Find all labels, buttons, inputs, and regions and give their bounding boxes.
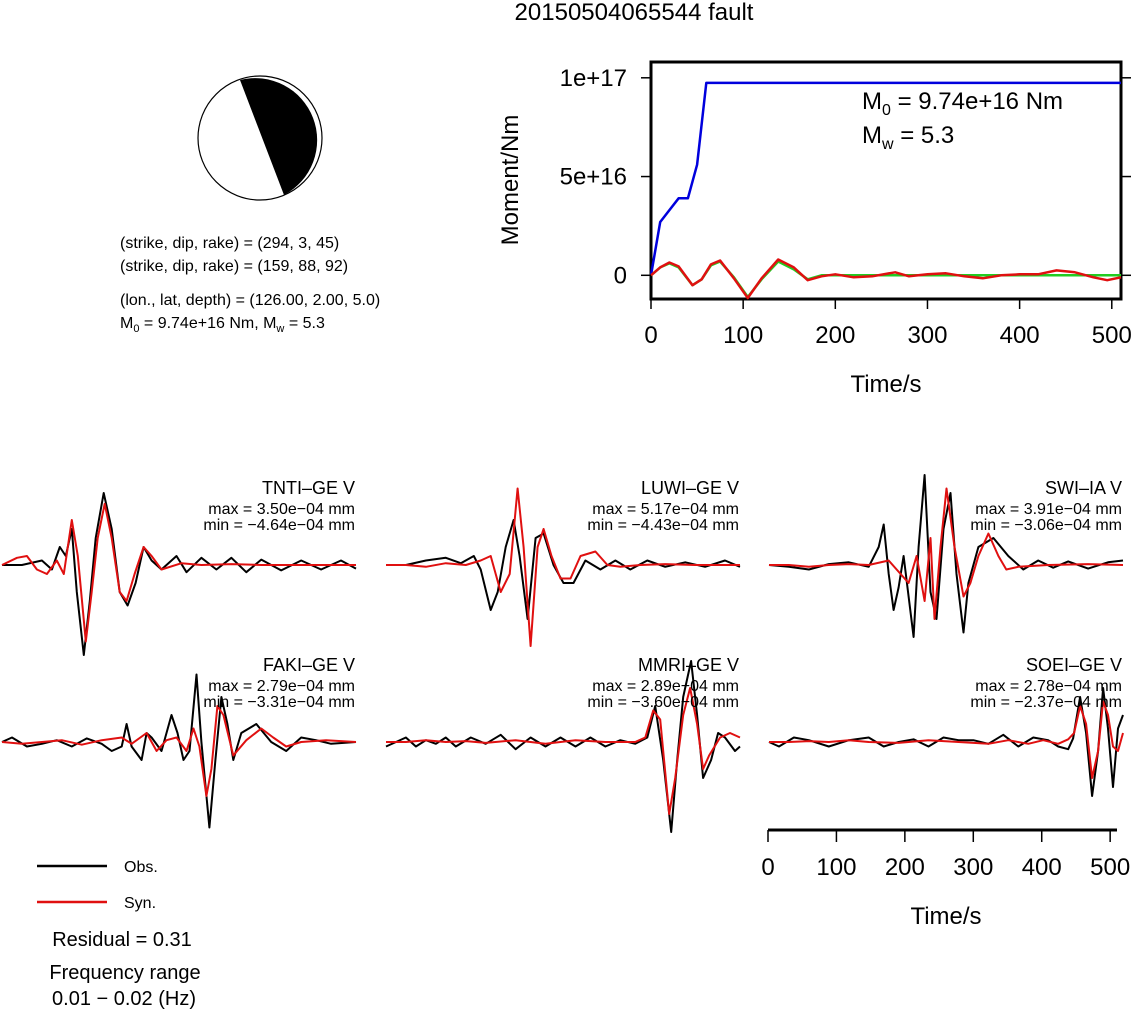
- station-max: max = 2.78e−04 mm: [975, 678, 1122, 695]
- synthetic-waveform: [1, 705, 357, 797]
- station-max: max = 3.50e−04 mm: [208, 501, 355, 518]
- frequency-range-label: Frequency range: [49, 962, 200, 984]
- station-min: min = −4.43e−04 mm: [587, 517, 739, 534]
- frequency-range-value: 0.01 − 0.02 (Hz): [52, 988, 196, 1009]
- station-label: SOEI–GE V: [1026, 655, 1122, 675]
- synthetic-waveform: [386, 487, 740, 647]
- waveform-x-tick-label: 500: [1090, 854, 1130, 881]
- synthetic-waveform: [386, 687, 741, 815]
- moment-chart: 0 100 200 300 400 500 0 5e+16 1e+17 Time/s Mome…: [497, 60, 1132, 398]
- moment-series-group: [649, 81, 1122, 300]
- waveform-x-tick-label: 200: [885, 854, 925, 881]
- station-min: min = −3.60e−04 mm: [587, 694, 739, 711]
- legend-obs-label: Obs.: [124, 859, 158, 876]
- moment-annotation-m0: M0 = 9.74e+16 Nm: [862, 88, 1063, 119]
- moment-annotation-mw: Mw = 5.3: [862, 122, 954, 153]
- moment-y-tick-label: 5e+16: [560, 164, 627, 191]
- station-label: MMRI–GE V: [638, 655, 739, 675]
- legend: Obs. Syn. Residual = 0.31 Frequency rang…: [37, 859, 201, 1009]
- moment-x-tick-label: 300: [907, 322, 947, 349]
- legend-syn-label: Syn.: [124, 895, 156, 912]
- station-min: min = −3.31e−04 mm: [203, 694, 355, 711]
- moment-x-tick-label: 500: [1092, 322, 1132, 349]
- moment-series-line-2: [650, 258, 1122, 300]
- station-max: max = 5.17e−04 mm: [592, 501, 739, 518]
- moment-x-tick-label: 400: [1000, 322, 1040, 349]
- synthetic-waveform: [1, 502, 356, 643]
- moment-y-axis: 0 5e+16 1e+17: [560, 65, 1131, 289]
- moment-chart-frame: [649, 60, 1123, 301]
- moment-series-line-1: [650, 260, 1121, 299]
- station-min: min = −3.06e−04 mm: [970, 517, 1122, 534]
- waveform-x-tick-label: 300: [953, 854, 993, 881]
- moment-y-tick-label: 1e+17: [560, 65, 627, 92]
- waveform-time-axis: 0 100 200 300 400 500 Time/s: [761, 828, 1130, 930]
- waveform-x-ticks: 0 100 200 300 400 500: [761, 830, 1130, 881]
- waveform-x-tick-label: 100: [816, 854, 856, 881]
- mechanism-info: (strike, dip, rake) = (294, 3, 45) (stri…: [120, 235, 380, 335]
- moment-x-axis-label: Time/s: [850, 371, 921, 398]
- station-label: TNTI–GE V: [262, 478, 355, 498]
- waveform-x-axis-label: Time/s: [910, 903, 981, 930]
- figure-title: 20150504065544 fault: [515, 0, 754, 26]
- station-max: max = 2.79e−04 mm: [208, 678, 355, 695]
- station-label: FAKI–GE V: [263, 655, 355, 675]
- moment-x-axis: 0 100 200 300 400 500: [644, 299, 1132, 349]
- beachball-compressional-quadrant: [240, 78, 318, 195]
- station-label: SWI–IA V: [1045, 478, 1122, 498]
- synthetic-waveform: [769, 700, 1124, 779]
- residual-text: Residual = 0.31: [52, 929, 192, 951]
- beachball: [197, 75, 323, 201]
- station-min: min = −4.64e−04 mm: [203, 517, 355, 534]
- station-max: max = 3.91e−04 mm: [975, 501, 1122, 518]
- mechanism-location: (lon., lat, depth) = (126.00, 2.00, 5.0): [120, 292, 380, 309]
- station-min: min = −2.37e−04 mm: [970, 694, 1122, 711]
- station-max: max = 2.89e−04 mm: [592, 678, 739, 695]
- synthetic-waveform: [769, 487, 1124, 620]
- observed-waveform: [386, 519, 741, 620]
- moment-y-axis-label: Moment/Nm: [497, 115, 524, 246]
- moment-series-line-0: [649, 81, 1121, 276]
- moment-x-tick-label: 0: [644, 322, 657, 349]
- observed-waveform: [1, 673, 357, 829]
- moment-x-tick-label: 200: [815, 322, 855, 349]
- moment-y-tick-label: 0: [614, 262, 627, 289]
- mechanism-plane1: (strike, dip, rake) = (294, 3, 45): [120, 235, 339, 252]
- mechanism-moment: M0 = 9.74e+16 Nm, Mw = 5.3: [120, 315, 325, 335]
- waveform-x-tick-label: 400: [1022, 854, 1062, 881]
- moment-x-tick-label: 100: [723, 322, 763, 349]
- waveform-x-tick-label: 0: [761, 854, 774, 881]
- mechanism-plane2: (strike, dip, rake) = (159, 88, 92): [120, 258, 348, 275]
- station-label: LUWI–GE V: [641, 478, 739, 498]
